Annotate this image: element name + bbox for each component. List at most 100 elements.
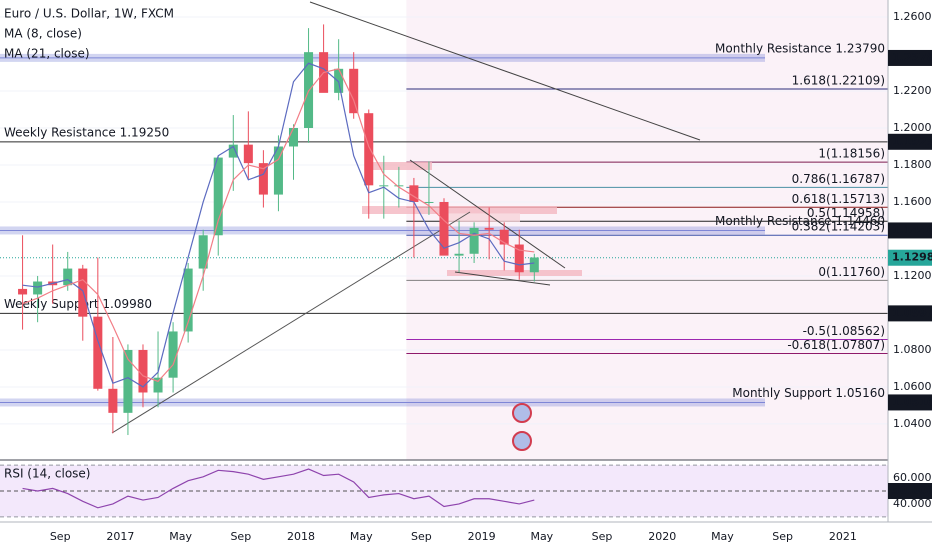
candle-body [288,127,299,147]
fib-label: 0.5(1.14958) [807,206,885,220]
candle-body [138,349,148,393]
candle-body [93,316,103,389]
candle-body [514,244,524,273]
x-tick-label: Sep [411,530,432,543]
candle-body [123,349,133,413]
y-tick-label: 60.0000 [893,471,932,484]
x-tick-label: May [711,530,734,543]
candle-body [228,144,238,158]
candle-body [33,281,43,295]
level-label: Monthly Support 1.05160 [732,386,885,400]
event-icon[interactable] [512,403,532,423]
last-price-badge [888,249,932,266]
x-tick-label: May [350,530,373,543]
y-tick-label: 1.18000 [893,158,932,171]
fib-label: 1(1.18156) [818,147,885,161]
candle-body [183,268,193,332]
trend-line [111,211,471,434]
candle-body [18,288,28,295]
price-badge-label: 1.05162 [892,395,932,408]
x-tick-label: Sep [50,530,71,543]
candle-body [394,185,404,187]
fib-label: 1.618(1.22109) [792,73,885,87]
fib-label: -0.5(1.08562) [803,324,885,338]
candle-body [379,185,389,187]
y-tick-label: 1.20000 [893,121,932,134]
x-tick-label: 2018 [287,530,315,543]
x-tick-label: May [530,530,553,543]
y-tick-label: 1.26000 [893,10,932,23]
y-tick-label: 1.08000 [893,343,932,356]
candle-body [454,253,464,256]
x-tick-label: 2019 [468,530,496,543]
chart-title: Euro / U.S. Dollar, 1W, FXCM [4,7,174,21]
level-label: Monthly Resistance 1.23790 [715,41,885,55]
candle-body [334,68,344,93]
candle-body [499,229,509,245]
x-tick-label: 2021 [829,530,857,543]
level-label: Weekly Resistance 1.19250 [4,125,169,139]
price-badge [888,305,932,322]
candle-body [469,227,479,254]
price-badge-label: 1.23787 [892,51,932,64]
candle-body [409,185,419,202]
candle-body [153,377,163,393]
candle-body [108,388,118,413]
candle-body [424,201,434,203]
price-badge-label: 1.09977 [892,306,932,319]
candle-body [439,201,449,256]
candle-body [273,146,283,195]
price-badge [888,394,932,411]
rsi-badge-label: 50.0000 [892,484,932,497]
candle-body [243,144,253,164]
x-tick-label: 2020 [648,530,676,543]
fib-label: 0.618(1.15713) [792,192,885,206]
legend-entry: MA (8, close) [4,27,82,41]
rsi-badge [888,483,932,499]
y-tick-label: 1.12000 [893,269,932,282]
x-tick-label: 2017 [106,530,134,543]
candle-body [63,268,73,286]
x-tick-label: Sep [772,530,793,543]
fib-label: 0.786(1.16787) [792,172,885,186]
price-badge [888,49,932,66]
x-tick-label: Sep [230,530,251,543]
ma-line [22,62,535,388]
fib-label: -0.618(1.07807) [787,338,885,352]
rsi-line [22,468,535,509]
zone [447,270,582,276]
fib-label: 0.382(1.14203) [792,220,885,234]
drawings [111,1,701,451]
trend-line [454,271,551,286]
zone [372,162,432,170]
trend-line [309,1,701,141]
level-label: Weekly Support 1.09980 [4,297,152,311]
candle-body [349,68,359,114]
candle-body [484,227,494,230]
price-badge [888,222,932,239]
zone [440,213,520,222]
price-badge [888,133,932,150]
zone [362,206,557,214]
trend-line [409,159,566,269]
rsi-title: RSI (14, close) [4,467,90,481]
ma-line [22,68,535,383]
x-tick-label: Sep [592,530,613,543]
candle-body [198,235,208,269]
y-tick-label: 1.06000 [893,380,932,393]
price-badge-label: 1.19254 [892,135,932,148]
legend-entry: MA (21, close) [4,47,90,61]
x-tick-label: May [169,530,192,543]
candle-body [529,257,539,273]
y-tick-label: 1.04000 [893,417,932,430]
event-icon[interactable] [512,431,532,451]
candle-body [213,157,223,236]
y-tick-label: 1.22000 [893,84,932,97]
fib-label: 0(1.11760) [818,265,885,279]
y-tick-label: 40.0000 [893,497,932,510]
candle-body [258,163,268,195]
candle-body [364,113,374,186]
